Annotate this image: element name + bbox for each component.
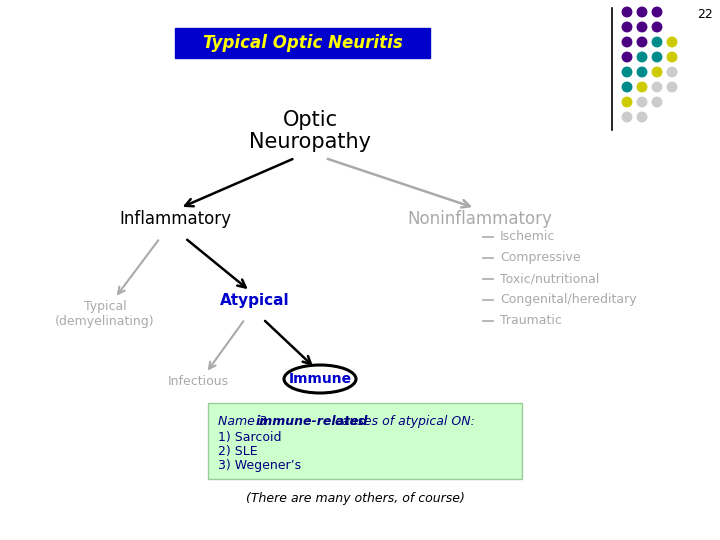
- Circle shape: [637, 82, 647, 92]
- Circle shape: [667, 82, 677, 92]
- Circle shape: [637, 52, 647, 62]
- Circle shape: [667, 52, 677, 62]
- Text: Inflammatory: Inflammatory: [119, 210, 231, 228]
- Circle shape: [652, 7, 662, 17]
- Text: Compressive: Compressive: [500, 252, 580, 265]
- Text: (There are many others, of course): (There are many others, of course): [246, 492, 464, 505]
- Circle shape: [652, 68, 662, 77]
- Text: Typical Optic Neuritis: Typical Optic Neuritis: [202, 34, 402, 52]
- Text: causes of atypical ON:: causes of atypical ON:: [331, 415, 475, 428]
- Text: 1) Sarcoid: 1) Sarcoid: [218, 431, 282, 444]
- Text: Noninflammatory: Noninflammatory: [408, 210, 552, 228]
- Text: Typical
(demyelinating): Typical (demyelinating): [55, 300, 155, 328]
- Text: Toxic/nutritional: Toxic/nutritional: [500, 273, 599, 286]
- Text: Traumatic: Traumatic: [500, 314, 562, 327]
- Circle shape: [622, 82, 631, 92]
- Circle shape: [622, 7, 631, 17]
- Text: Infectious: Infectious: [168, 375, 228, 388]
- Text: Ischemic: Ischemic: [500, 231, 555, 244]
- Text: immune-related: immune-related: [256, 415, 369, 428]
- Circle shape: [622, 68, 631, 77]
- Circle shape: [637, 22, 647, 32]
- Circle shape: [622, 22, 631, 32]
- FancyBboxPatch shape: [175, 28, 430, 58]
- Text: Congenital/hereditary: Congenital/hereditary: [500, 294, 636, 307]
- Circle shape: [637, 7, 647, 17]
- Circle shape: [652, 52, 662, 62]
- Circle shape: [652, 37, 662, 47]
- Text: 2) SLE: 2) SLE: [218, 445, 258, 458]
- Circle shape: [652, 97, 662, 107]
- Circle shape: [652, 22, 662, 32]
- Circle shape: [622, 52, 631, 62]
- FancyBboxPatch shape: [208, 403, 522, 479]
- Text: Atypical: Atypical: [220, 293, 290, 308]
- Circle shape: [637, 68, 647, 77]
- Circle shape: [622, 97, 631, 107]
- Circle shape: [622, 37, 631, 47]
- Circle shape: [637, 37, 647, 47]
- Circle shape: [667, 37, 677, 47]
- Circle shape: [637, 97, 647, 107]
- Text: Name 3: Name 3: [218, 415, 271, 428]
- Circle shape: [667, 68, 677, 77]
- Text: 3) Wegener’s: 3) Wegener’s: [218, 459, 301, 472]
- Text: Optic
Neuropathy: Optic Neuropathy: [249, 110, 371, 152]
- Circle shape: [622, 112, 631, 122]
- Circle shape: [637, 112, 647, 122]
- Text: Immune: Immune: [289, 372, 351, 386]
- Text: 22: 22: [697, 8, 713, 21]
- Circle shape: [652, 82, 662, 92]
